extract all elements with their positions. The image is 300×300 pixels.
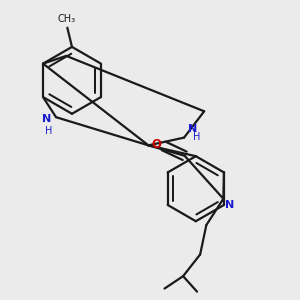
Text: H: H — [45, 126, 52, 136]
Text: O: O — [151, 138, 161, 151]
Text: N: N — [225, 200, 234, 210]
Text: N: N — [188, 124, 197, 134]
Text: N: N — [42, 114, 51, 124]
Text: CH₃: CH₃ — [57, 14, 76, 24]
Text: H: H — [194, 132, 201, 142]
